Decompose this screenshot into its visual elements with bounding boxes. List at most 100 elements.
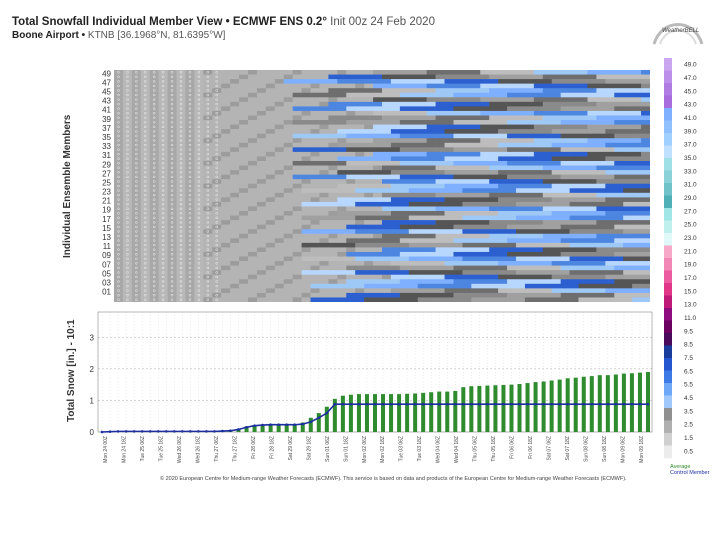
heatmap-cell [596, 256, 606, 262]
heatmap-cell [390, 192, 401, 198]
heatmap-zero-marker [144, 243, 147, 247]
heatmap-cell [408, 297, 419, 302]
heatmap-zero-marker [215, 298, 218, 301]
heatmap-zero-marker [161, 102, 165, 106]
heatmap-cell [114, 197, 124, 203]
heatmap-cell [596, 279, 606, 285]
heatmap-cell [542, 197, 553, 203]
heatmap-cell [578, 156, 588, 162]
heatmap-cell [265, 183, 276, 189]
heatmap-cell [221, 274, 231, 280]
heatmap-zero-marker [135, 180, 138, 183]
heatmap-cell [498, 233, 508, 239]
heatmap-cell [239, 120, 249, 125]
heatmap-cell [507, 233, 517, 239]
snow-bar [525, 383, 530, 432]
heatmap-cell [346, 79, 356, 84]
heatmap-cell [364, 179, 374, 185]
heatmap-cell [489, 238, 499, 244]
heatmap-cell [158, 265, 168, 271]
heatmap-cell [265, 256, 276, 262]
heatmap-cell [114, 156, 124, 162]
heatmap-cell [524, 297, 535, 302]
heatmap-cell [435, 220, 445, 225]
heatmap-cell [390, 238, 401, 244]
heatmap-zero-marker [152, 289, 156, 292]
heatmap-cell [462, 92, 472, 98]
heatmap-cell [533, 79, 544, 84]
heatmap-cell [221, 138, 231, 144]
control-point [606, 402, 610, 406]
heatmap-cell [131, 174, 142, 180]
heatmap-cell [569, 129, 579, 134]
heatmap-cell [140, 179, 151, 185]
heatmap-zero-marker [161, 275, 165, 279]
colorbar-segment [664, 83, 672, 96]
colorbar-segment [664, 308, 672, 321]
heatmap-cell [408, 74, 419, 80]
heatmap-cell [212, 92, 222, 98]
heatmap-cell [480, 101, 490, 107]
heatmap-cell [417, 138, 427, 144]
heatmap-cell [507, 179, 517, 185]
heatmap-cell [551, 70, 561, 75]
heatmap-cell [230, 238, 240, 244]
heatmap-cell [516, 220, 526, 225]
heatmap-cell [444, 188, 454, 194]
heatmap-cell [444, 142, 454, 148]
heatmap-cell [131, 297, 142, 302]
heatmap-zero-marker [135, 239, 138, 242]
heatmap-cell [489, 101, 499, 107]
heatmap-cell [623, 279, 633, 285]
heatmap-cell [480, 251, 490, 257]
heatmap-cell [435, 165, 445, 171]
heatmap-zero-marker [179, 166, 183, 170]
heatmap-cell [560, 229, 570, 235]
heatmap-cell [203, 274, 213, 280]
heatmap-cell [346, 265, 356, 271]
heatmap-cell [623, 115, 633, 121]
heatmap-cell [346, 170, 356, 175]
control-point [261, 423, 264, 427]
heatmap-cell [480, 165, 490, 171]
heatmap-cell [641, 292, 650, 298]
heatmap-cell [641, 88, 650, 94]
control-point [277, 423, 280, 427]
heatmap-cell [587, 201, 597, 207]
heatmap-cell [632, 101, 642, 107]
heatmap-cell [614, 124, 624, 130]
heatmap-cell [498, 261, 508, 266]
heatmap-cell [453, 79, 463, 84]
heatmap-cell [230, 201, 240, 207]
heatmap-cell [435, 206, 445, 212]
heatmap-zero-marker [117, 121, 120, 124]
heatmap-cell [560, 79, 570, 84]
heatmap-zero-marker [215, 184, 218, 188]
heatmap-cell [551, 265, 561, 271]
heatmap-cell [524, 274, 535, 280]
heatmap-cell [605, 292, 615, 298]
heatmap-cell [533, 129, 544, 134]
control-point [301, 422, 305, 426]
heatmap-zero-marker [152, 271, 156, 274]
heatmap-cell [408, 124, 419, 130]
heatmap-cell [140, 242, 151, 248]
heatmap-cell [578, 74, 588, 80]
heatmap-zero-marker [170, 248, 174, 251]
heatmap-cell [551, 211, 561, 216]
heatmap-cell [122, 224, 133, 230]
heatmap-cell [426, 106, 436, 112]
heatmap-cell [373, 92, 383, 98]
heatmap-cell [131, 247, 142, 253]
heatmap-cell [435, 110, 445, 116]
heatmap-zero-marker [215, 289, 218, 292]
heatmap-cell [533, 220, 544, 225]
control-point [582, 402, 586, 406]
colorbar-segment [664, 258, 672, 271]
heatmap-cell [364, 92, 374, 98]
heatmap-cell [203, 147, 213, 153]
heatmap-cell [239, 206, 249, 212]
member-label: 13 [102, 233, 111, 242]
heatmap-cell [614, 156, 624, 162]
heatmap-cell [632, 233, 642, 239]
